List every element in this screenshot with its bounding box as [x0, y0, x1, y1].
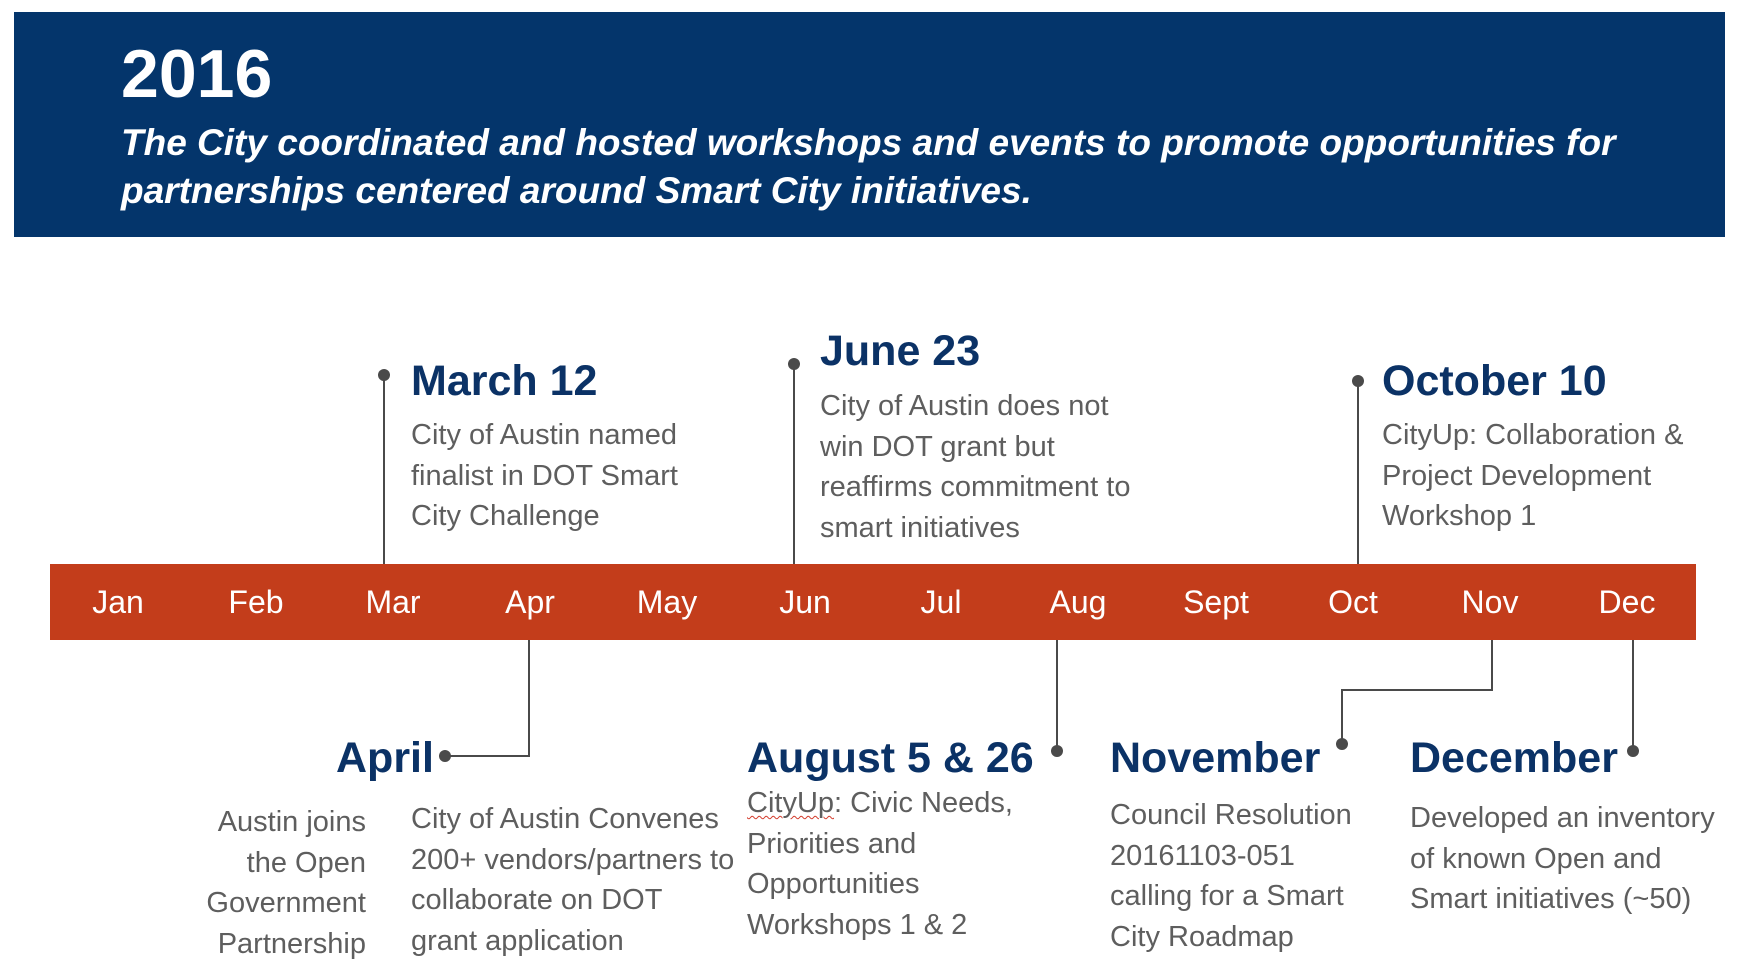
event-desc-august-rest: : Civic Needs, Priorities and Opportunit…: [747, 787, 1013, 941]
page-title: 2016: [121, 36, 273, 112]
event-desc-october: CityUp: Collaboration & Project Developm…: [1382, 419, 1684, 532]
event-desc-december: Developed an inventory of known Open and…: [1410, 802, 1715, 915]
month-label-aug: Aug: [1049, 584, 1107, 620]
month-label-dec: Dec: [1598, 584, 1656, 620]
month-label-nov: Nov: [1461, 584, 1519, 620]
month-label-sept: Sept: [1183, 584, 1249, 620]
event-title-june: June 23: [820, 327, 981, 375]
connector-april: [445, 640, 530, 757]
event-title-october: October 10: [1382, 357, 1607, 405]
event-desc-august-word: CityUp: [747, 787, 835, 819]
event-title-april: April: [336, 734, 434, 782]
event-title-august: August 5 & 26: [747, 734, 1034, 782]
month-label-feb: Feb: [228, 584, 284, 620]
event-title-december: December: [1410, 734, 1618, 782]
timeline-bar: Jan Feb Mar Apr May Jun Jul Aug Sept Oct…: [50, 564, 1696, 640]
connector-dot-december: [1627, 745, 1639, 757]
month-label-jan: Jan: [92, 584, 144, 620]
event-desc-august: CityUp: Civic Needs, Priorities and Oppo…: [747, 783, 1037, 945]
month-label-mar: Mar: [365, 584, 421, 620]
connector-dot-august: [1051, 745, 1063, 757]
header-banner: 2016 The City coordinated and hosted wor…: [14, 12, 1725, 237]
month-label-oct: Oct: [1328, 584, 1378, 620]
connector-dot-march: [378, 369, 390, 381]
event-title-march: March 12: [411, 357, 598, 405]
month-label-jun: Jun: [779, 584, 831, 620]
connector-dot-november: [1336, 738, 1348, 750]
month-label-apr: Apr: [505, 584, 555, 620]
event-desc-april-left: Austin joins the Open Government Partner…: [206, 806, 366, 960]
event-desc-april-right: City of Austin Convenes 200+ vendors/par…: [411, 803, 735, 957]
month-label-may: May: [636, 584, 698, 620]
connector-november: [1341, 640, 1493, 744]
connector-dot-october: [1352, 375, 1364, 387]
event-desc-march: City of Austin named finalist in DOT Sma…: [411, 419, 678, 532]
connector-dot-april: [439, 750, 451, 762]
connector-dot-june: [788, 358, 800, 370]
page-subtitle: The City coordinated and hosted workshop…: [121, 122, 1616, 211]
event-title-november: November: [1110, 734, 1321, 782]
month-label-jul: Jul: [920, 584, 962, 620]
event-desc-november: Council Resolution 20161103-051 calling …: [1110, 799, 1352, 953]
event-desc-june: City of Austin does not win DOT grant bu…: [820, 390, 1131, 544]
